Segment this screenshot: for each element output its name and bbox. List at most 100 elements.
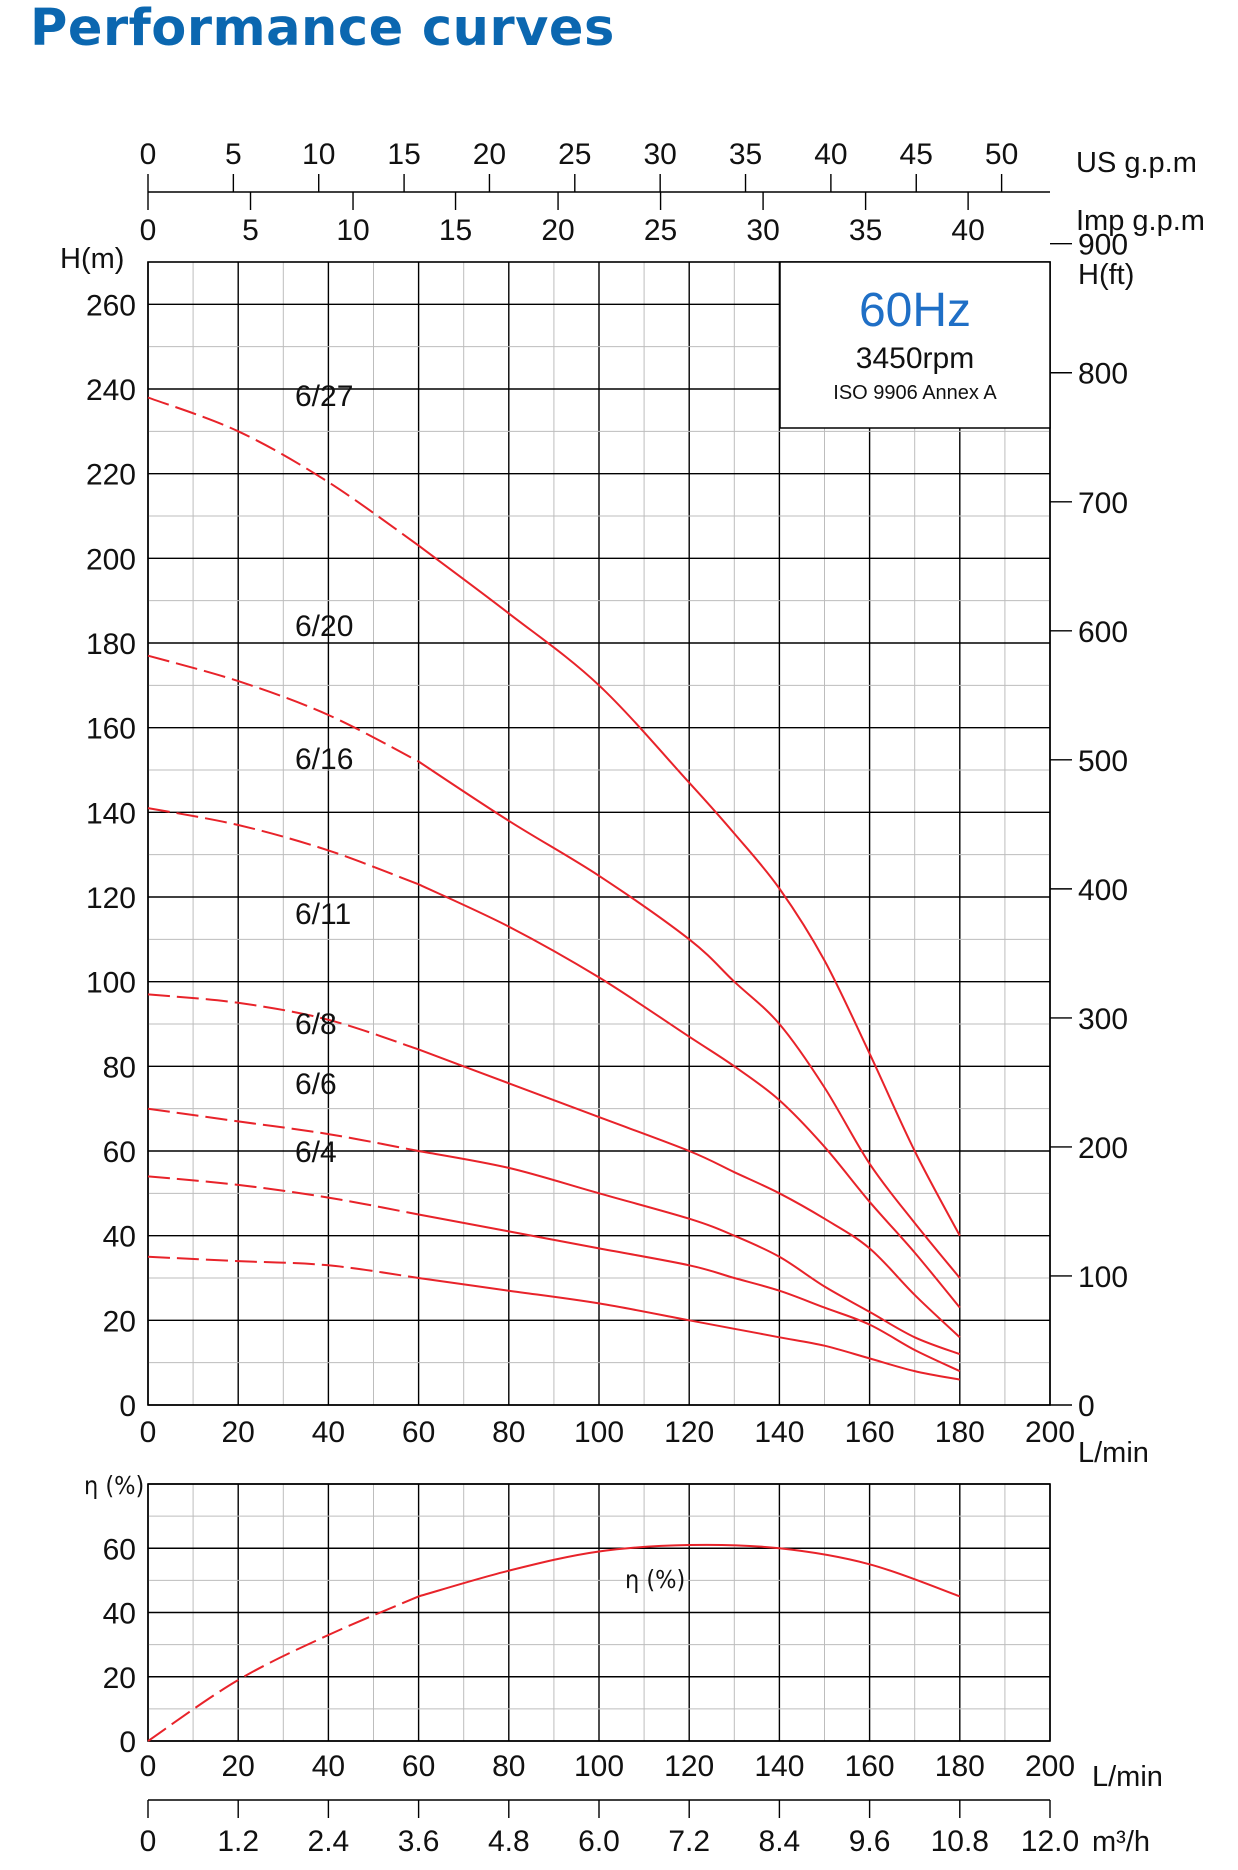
m3h-tick-label: 3.6 [398,1825,440,1858]
y-tick-label: 260 [86,289,136,322]
m3h-tick-label: 6.0 [578,1825,620,1858]
m3h-tick-label: 9.6 [849,1825,891,1858]
curve-6-27-solid [417,544,961,1237]
x-tick-label: 180 [935,1416,985,1449]
us-gpm-tick-label: 0 [140,138,157,171]
efficiency-curve-label: η (%) [625,1565,685,1594]
curve-6-8-solid [418,1150,961,1356]
imp-gpm-tick-label: 30 [746,214,779,247]
unit-lmin-eff: L/min [1092,1761,1163,1793]
ft-tick-label: 900 [1078,229,1128,262]
ft-tick-label: 800 [1078,358,1128,391]
us-gpm-tick-label: 5 [225,138,242,171]
us-gpm-tick-label: 20 [473,138,506,171]
imp-gpm-tick-label: 15 [439,214,472,247]
y-tick-label: 40 [103,1221,136,1254]
m3h-tick-label: 4.8 [488,1825,530,1858]
x-tick-label: 200 [1025,1416,1075,1449]
m3h-tick-label: 1.2 [217,1825,259,1858]
eff-x-tick-label: 160 [845,1750,895,1783]
y-tick-label: 120 [86,882,136,915]
curve-6-8-dashed [147,1107,419,1152]
curve-6-16-solid [418,883,961,1309]
efficiency-grid [147,1483,1051,1742]
eff-plot-frame [147,1483,1051,1742]
curve-label: 6/16 [295,743,353,776]
y-tick-label: 100 [86,967,136,1000]
eff-x-tick-label: 40 [312,1750,345,1783]
y-tick-label: 140 [86,797,136,830]
imp-gpm-tick-label: 5 [242,214,259,247]
us-gpm-tick-label: 35 [729,138,762,171]
x-tick-label: 20 [222,1416,255,1449]
curve-label: 6/11 [295,898,351,931]
head-curves: 6/27 6/20 6/16 6/11 6/8 6/6 6/4 [147,380,961,1381]
curve-6-20-dashed [147,654,420,763]
imp-gpm-tick-label: 40 [951,214,984,247]
curve-6-27-dashed [147,396,420,547]
eff-x-tick-label: 80 [492,1750,525,1783]
m3h-tick-label: 0 [140,1825,157,1858]
imp-gpm-tick-label: 10 [336,214,369,247]
curve-6-6-dashed [147,1175,419,1216]
imp-gpm-tick-label: 25 [644,214,677,247]
info-hz: 60Hz [859,284,971,337]
us-gpm-tick-label: 40 [814,138,847,171]
info-standard: ISO 9906 Annex A [833,382,997,404]
eff-x-tick-label: 60 [402,1750,435,1783]
ft-tick-label: 100 [1078,1261,1128,1294]
imp-gpm-tick-label: 0 [140,214,157,247]
head-grid [147,261,1051,1406]
unit-imp-gpm: Imp g.p.m [1076,205,1205,237]
efficiency-axes: 0 20 40 60 80 100 120 140 160 180 200 0 20 40 60 0 1.2 2.… [103,1533,1080,1858]
curve-6-4-solid [418,1277,960,1381]
efficiency-curve-dashed [147,1595,419,1742]
eff-x-tick-label: 140 [754,1750,804,1783]
y-tick-label: 220 [86,459,136,492]
curve-6-20-solid [418,760,961,1279]
y-tick-label: 20 [103,1305,136,1338]
y-tick-label: 240 [86,374,136,407]
eff-y-tick-label: 40 [103,1598,136,1631]
m3h-tick-label: 12.0 [1021,1825,1079,1858]
y-tick-label: 0 [119,1390,136,1423]
us-gpm-tick-label: 10 [302,138,335,171]
curve-6-6-solid [418,1213,961,1373]
curve-label: 6/27 [295,380,353,413]
info-rpm: 3450rpm [856,342,974,375]
ft-tick-label: 700 [1078,487,1128,520]
curve-6-11-dashed [147,993,419,1051]
ft-tick-label: 500 [1078,745,1128,778]
info-box: 60Hz 3450rpm ISO 9906 Annex A [779,261,1051,429]
m3h-tick-label: 7.2 [668,1825,710,1858]
x-tick-label: 120 [664,1416,714,1449]
ft-tick-label: 200 [1078,1132,1128,1165]
eff-x-tick-label: 0 [140,1750,157,1783]
imp-gpm-tick-label: 35 [849,214,882,247]
m3h-tick-label: 8.4 [759,1825,801,1858]
curve-label: 6/6 [295,1068,337,1101]
ft-tick-label: 300 [1078,1003,1128,1036]
y-tick-label: 60 [103,1136,136,1169]
us-gpm-tick-label: 45 [900,138,933,171]
m3h-tick-label: 10.8 [931,1825,989,1858]
eff-y-tick-label: 20 [103,1662,136,1695]
plot-frame [147,261,1051,1406]
curve-label: 6/20 [295,610,353,643]
efficiency-curves: η (%) [147,1543,961,1742]
y-tick-label: 200 [86,543,136,576]
curve-6-4-dashed [147,1255,419,1279]
y-tick-label: 160 [86,713,136,746]
curve-6-16-dashed [147,807,419,886]
eff-x-tick-label: 200 [1025,1750,1075,1783]
eff-x-tick-label: 120 [664,1750,714,1783]
head-axes: 0 20 40 60 80 100 120 140 160 180 2000204060801001… [86,138,1128,1449]
m3h-tick-label: 2.4 [308,1825,350,1858]
eff-y-tick-label: 60 [103,1533,136,1566]
y-tick-label: 180 [86,628,136,661]
curve-label: 6/8 [295,1008,337,1041]
unit-eta: η (%) [84,1471,144,1500]
x-tick-label: 160 [845,1416,895,1449]
us-gpm-tick-label: 15 [387,138,420,171]
